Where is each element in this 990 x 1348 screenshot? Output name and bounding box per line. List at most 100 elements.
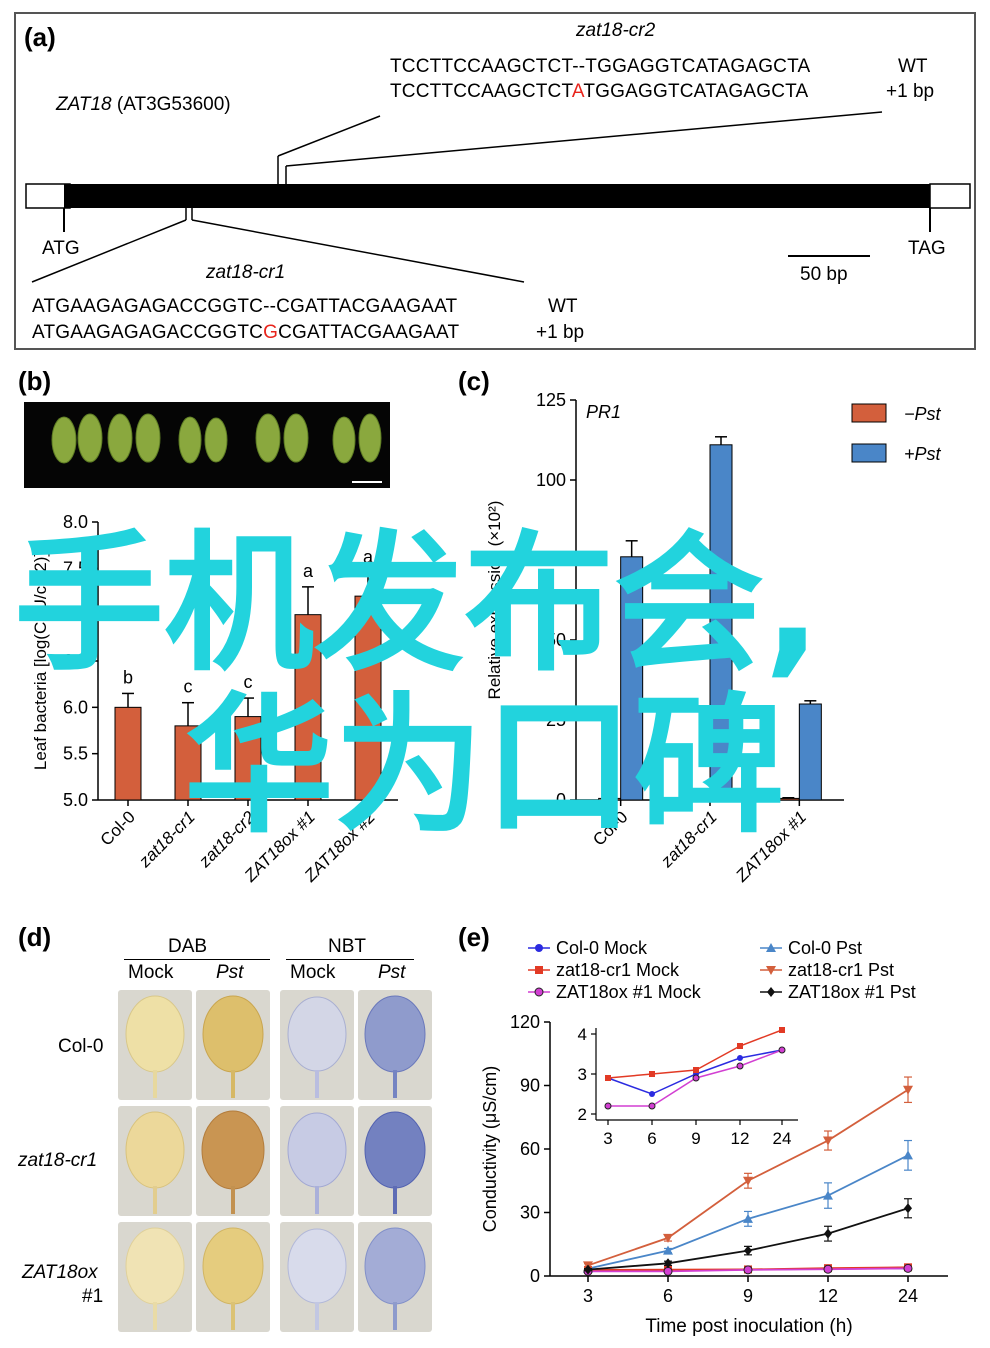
x-tick-label: 9 (743, 1286, 753, 1306)
conductivity-line-chart: Col-0 Mock Col-0 Pst zat18-cr1 Mock zat18-c… (480, 938, 948, 1337)
cr2-mut-seq: TCCTTCCAAGCTCTATGGAGGTCATAGAGCTA (390, 81, 809, 102)
y-tick-label: 8.0 (63, 512, 88, 532)
marker (663, 1233, 673, 1243)
y-tick-label: 25 (546, 710, 566, 730)
legend-label: ZAT18ox #1 Mock (556, 982, 702, 1002)
bar (114, 706, 142, 801)
marker (904, 1203, 912, 1214)
leaf-cr1-dab-mock (118, 1106, 192, 1216)
y-tick-label: 50 (546, 630, 566, 650)
inset-x-tick-label: 6 (647, 1129, 656, 1148)
legend-label: Col-0 Mock (556, 938, 648, 958)
y-tick-label: 100 (536, 470, 566, 490)
leaf-col0-nbt-pst (358, 990, 432, 1100)
leaf-ox-dab-pst (196, 1222, 270, 1332)
row-label-zat18ox: ZAT18ox (22, 1262, 98, 1283)
marker (605, 1075, 611, 1081)
marker (535, 944, 543, 952)
x-tick-label: 3 (583, 1286, 593, 1306)
y-tick-label: 0 (556, 790, 566, 810)
marker (743, 1213, 753, 1223)
row-label-col0: Col-0 (58, 1036, 104, 1057)
cr1-title: zat18-cr1 (206, 262, 286, 283)
col-mock-nbt: Mock (290, 962, 336, 983)
col-pst-dab: Pst (216, 962, 244, 983)
marker (693, 1067, 699, 1073)
marker (649, 1091, 655, 1097)
bar (354, 595, 382, 801)
panel-d-label: (d) (18, 922, 52, 952)
pr1-expression-chart: 0 25 50 75 100 125 Relative expression (×10²) P… (485, 390, 942, 886)
marker (823, 1136, 833, 1146)
x-tick-label: Col-0 (97, 807, 139, 849)
inset-y-tick-label: 4 (578, 1025, 587, 1044)
significance-letter: a (363, 547, 374, 567)
leaf-stain-grid (118, 990, 432, 1338)
y-tick-label: 75 (546, 550, 566, 570)
marker (649, 1071, 655, 1077)
y-tick-label: 6.0 (63, 697, 88, 717)
col-pst-nbt: Pst (378, 962, 406, 983)
legend-label: −Pst (904, 404, 942, 424)
marker (534, 987, 544, 997)
inset-y-tick-label: 3 (578, 1065, 587, 1084)
marker (648, 1102, 656, 1110)
leaf-cr1-nbt-pst (358, 1106, 432, 1216)
marker (663, 1245, 673, 1255)
leaf-photo (24, 402, 390, 488)
marker (778, 1046, 786, 1054)
significance-letter: c (184, 677, 193, 697)
leaf-col0-nbt-mock (280, 990, 354, 1100)
significance-letter: c (244, 672, 253, 692)
marker (692, 1074, 700, 1082)
col-mock-dab: Mock (128, 962, 174, 983)
marker (824, 1228, 832, 1239)
legend-label: Col-0 Pst (788, 938, 862, 958)
inset-x-tick-label: 12 (731, 1129, 750, 1148)
x-tick-label: 24 (898, 1286, 918, 1306)
y-axis-label: Conductivity (μS/cm) (480, 1066, 500, 1232)
y-tick-label: 5.5 (63, 744, 88, 764)
marker (903, 1150, 913, 1160)
bar (174, 725, 202, 801)
leaf-cr1-dab-pst (196, 1106, 270, 1216)
marker (767, 987, 775, 997)
marker (743, 1176, 753, 1186)
marker (736, 1062, 744, 1070)
marker (584, 1264, 592, 1275)
marker (903, 1085, 913, 1095)
marker (766, 943, 776, 952)
legend-label: ZAT18ox #1 Pst (788, 982, 916, 1002)
y-tick-label: 120 (510, 1012, 540, 1032)
nbt-rule (286, 959, 414, 960)
x-axis-label: Time post inoculation (h) (645, 1316, 852, 1337)
panel-a: (a) ZAT18 (AT3G53600) ATG TAG 50 bp zat1… (14, 12, 976, 350)
marker (663, 1266, 673, 1276)
leaf-col0-dab-pst (196, 990, 270, 1100)
marker (823, 1190, 833, 1200)
dab-rule (124, 959, 270, 960)
cr2-wt-label: WT (898, 56, 928, 77)
inset-x-tick-label: 9 (691, 1129, 700, 1148)
cr2-wt-seq: TCCTTCCAAGCTCT--TGGAGGTCATAGAGCTA (390, 56, 811, 77)
atg-label: ATG (42, 238, 80, 259)
cr1-mut-seq: ATGAAGAGAGACCGGTCGCGATTACGAAGAAT (32, 322, 460, 343)
inset-x-tick-label: 3 (603, 1129, 612, 1148)
row-label-zat18cr1: zat18-cr1 (18, 1150, 98, 1171)
y-tick-label: 0 (530, 1266, 540, 1286)
bar (798, 703, 822, 801)
scale-bar-label: 50 bp (800, 264, 848, 285)
legend-swatch (851, 403, 887, 423)
panel-b-label: (b) (18, 366, 52, 396)
gene-title: ZAT18 (AT3G53600) (56, 94, 231, 116)
y-tick-label: 7.5 (63, 558, 88, 578)
nbt-group-label: NBT (328, 936, 366, 957)
inset-x-tick-label: 24 (773, 1129, 792, 1148)
dab-group-label: DAB (168, 936, 208, 957)
marker (535, 966, 543, 974)
marker (744, 1245, 752, 1256)
gene-diagram (25, 111, 971, 283)
marker (664, 1258, 672, 1269)
legend-label: zat18-cr1 Pst (788, 960, 894, 980)
marker (743, 1265, 753, 1275)
